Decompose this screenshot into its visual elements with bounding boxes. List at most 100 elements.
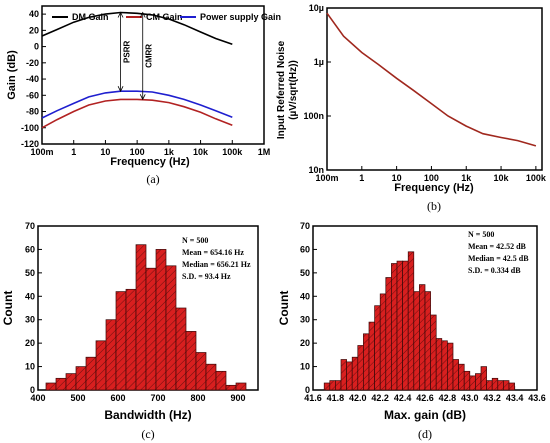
panel-d-histogram-bar xyxy=(402,260,409,391)
panel-c-histogram-bar xyxy=(165,265,177,391)
panel-d-ylabel: Count xyxy=(277,291,291,326)
panel-c-ytick-label: 50 xyxy=(25,268,35,278)
panel-a-xtick-label: 100 xyxy=(130,147,145,157)
panel-c-histogram-bar xyxy=(215,370,227,391)
panel-c-histogram-bar xyxy=(185,331,197,391)
panel-b-xtick-label: 100k xyxy=(526,173,547,183)
panel-c-histogram-bar xyxy=(125,288,137,391)
panel-a-ytick-label: -60 xyxy=(26,90,39,100)
panel-c-stat-n: N = 500 xyxy=(182,236,208,245)
panel-d-stat-n: N = 500 xyxy=(468,230,494,239)
panel-d-xtick-label: 43.4 xyxy=(506,393,524,403)
panel-d-histogram-bar xyxy=(396,260,403,391)
panel-d-xtick-label: 43.0 xyxy=(461,393,479,403)
panel-c-histogram-bar xyxy=(105,319,117,391)
panel-b-ylabel-line-2: (µV/sqrt(Hz)) xyxy=(288,60,299,120)
panel-b-ylabel-line-1: Input Referred Noise xyxy=(276,40,287,139)
panel-a-ytick-label: 0 xyxy=(34,42,39,52)
panel-d-histogram-bar xyxy=(430,314,437,391)
panel-c-histogram-bar xyxy=(235,382,247,391)
panel-c-histogram-bar xyxy=(85,356,97,391)
panel-d-histogram-bar xyxy=(385,277,392,391)
panel-c-xtick-label: 900 xyxy=(230,393,245,403)
panel-d-xtick-label: 41.8 xyxy=(327,393,345,403)
panel-d-ytick-label: 10 xyxy=(300,362,310,372)
panel-b-ytick-label: 1µ xyxy=(314,57,324,67)
panel-d-histogram-bar xyxy=(407,251,415,391)
panel-a-ytick-label: -100 xyxy=(21,123,39,133)
panel-a-xtick-label: 10k xyxy=(193,147,209,157)
panel-a-annotations: PSRR CMRR xyxy=(117,11,154,101)
panel-d-histogram-bar xyxy=(357,345,364,391)
panel-a-xtick-label: 10 xyxy=(100,147,110,157)
panel-c-ytick-label: 20 xyxy=(25,338,35,348)
panel-d-histogram-bar xyxy=(480,366,487,391)
panel-b-axes: 100m 1 10 100 1k 10k 100k 10n 100n 1µ 10µ xyxy=(303,3,546,183)
panel-a-plot-frame xyxy=(41,5,265,145)
panel-d-histogram-bar xyxy=(458,363,465,391)
panel-d-xtick-label: 41.6 xyxy=(304,393,322,403)
panel-d-histogram-bar xyxy=(329,380,336,391)
panel-a-ytick-label: -80 xyxy=(26,107,39,117)
panel-a-ytick-label: -120 xyxy=(21,139,39,149)
panel-d-histogram-bar xyxy=(346,361,353,391)
panel-d-histogram-bar xyxy=(435,338,443,391)
panel-c-bandwidth-histogram: 400 500 600 700 800 900 0 10 20 30 40 50 60 70 N = 50… xyxy=(1,221,259,441)
panel-a-gain-chart: 100m 1 10 100 1k 10k 100k 1M -120 -100 -80 -60 -40 -2… xyxy=(6,5,281,186)
panel-c-ytick-label: 60 xyxy=(25,244,35,254)
panel-b-xtick-label: 10 xyxy=(392,173,402,183)
panel-d-histogram-bar xyxy=(508,382,515,391)
panel-c-ytick-label: 10 xyxy=(25,362,35,372)
panel-b-ylabel: Input Referred Noise (µV/sqrt(Hz)) xyxy=(276,40,299,139)
panel-c-histogram-bar xyxy=(75,366,87,391)
panel-a-caption: (a) xyxy=(146,172,159,186)
panel-d-histogram-bar xyxy=(335,380,342,391)
panel-c-histogram-bar xyxy=(155,249,167,391)
panel-d-xtick-label: 42.4 xyxy=(394,393,412,403)
annotation-label-psrr: PSRR xyxy=(123,41,132,63)
panel-a-axes: 100m 1 10 100 1k 10k 100k 1M -120 -100 -80 -60 -40 -2… xyxy=(21,9,270,157)
panel-c-histogram-bar xyxy=(195,352,207,391)
noise-curve-line xyxy=(326,12,537,147)
panel-d-xtick-label: 43.2 xyxy=(483,393,501,403)
panel-a-ylabel: Gain (dB) xyxy=(6,50,18,100)
legend-label-power-supply-gain: Power supply Gain xyxy=(200,12,281,22)
panel-a-ytick-label: 40 xyxy=(29,9,39,19)
panel-a-xtick-label: 1 xyxy=(71,147,76,157)
annotation-arrowhead-bottom-psrr xyxy=(117,86,124,93)
panel-b-plot-frame xyxy=(326,7,543,171)
panel-c-histogram-bar xyxy=(175,307,187,391)
panel-c-xtick-label: 800 xyxy=(190,393,205,403)
legend-label-cm-gain: CM Gain xyxy=(146,12,183,22)
series-line-cm-gain xyxy=(41,98,233,129)
panel-d-stats-box: N = 500 Mean = 42.52 dB Median = 42.5 dB… xyxy=(468,230,529,275)
panel-d-ytick-label: 50 xyxy=(300,268,310,278)
panel-c-stat-sd: S.D. = 93.4 Hz xyxy=(182,272,231,281)
panel-d-histogram-bar xyxy=(374,305,381,391)
panel-a-ytick-label: 20 xyxy=(29,25,39,35)
annotation-arrowhead-top-psrr xyxy=(117,11,124,18)
panel-d-max-gain-histogram: 41.6 41.8 42.0 42.2 42.4 42.6 42.8 43.0 43.2 43.4… xyxy=(277,221,546,441)
panel-d-stat-median: Median = 42.5 dB xyxy=(468,254,529,263)
annotation-arrowhead-bottom-cmrr xyxy=(139,94,146,101)
panel-c-histogram-bar xyxy=(95,340,107,391)
panel-c-histogram-bar xyxy=(225,384,237,391)
panel-d-histogram-bar xyxy=(419,284,426,391)
panel-c-ytick-label: 0 xyxy=(30,385,35,395)
panel-b-xtick-label: 1 xyxy=(359,173,364,183)
panel-d-histogram-bar xyxy=(413,291,420,391)
panel-a-legend: DM Gain CM Gain Power supply Gain xyxy=(52,12,281,22)
panel-d-ytick-label: 70 xyxy=(300,221,310,231)
panel-d-histogram-bar xyxy=(469,375,476,391)
panel-d-histogram-bar xyxy=(379,293,387,391)
panel-b-xtick-label: 10k xyxy=(494,173,510,183)
panel-b-noise-chart: 100m 1 10 100 1k 10k 100k 10n 100n 1µ 10µ Frequenc… xyxy=(276,3,547,213)
panel-d-histogram-bar xyxy=(351,356,359,391)
panel-c-xtick-label: 400 xyxy=(30,393,45,403)
panel-c-histogram-bar xyxy=(135,244,147,391)
panel-b-ytick-label: 10µ xyxy=(309,3,324,13)
panel-c-stat-median: Median = 656.21 Hz xyxy=(182,260,251,269)
annotation-label-cmrr: CMRR xyxy=(145,44,154,68)
panel-b-xtick-label: 1k xyxy=(461,173,472,183)
